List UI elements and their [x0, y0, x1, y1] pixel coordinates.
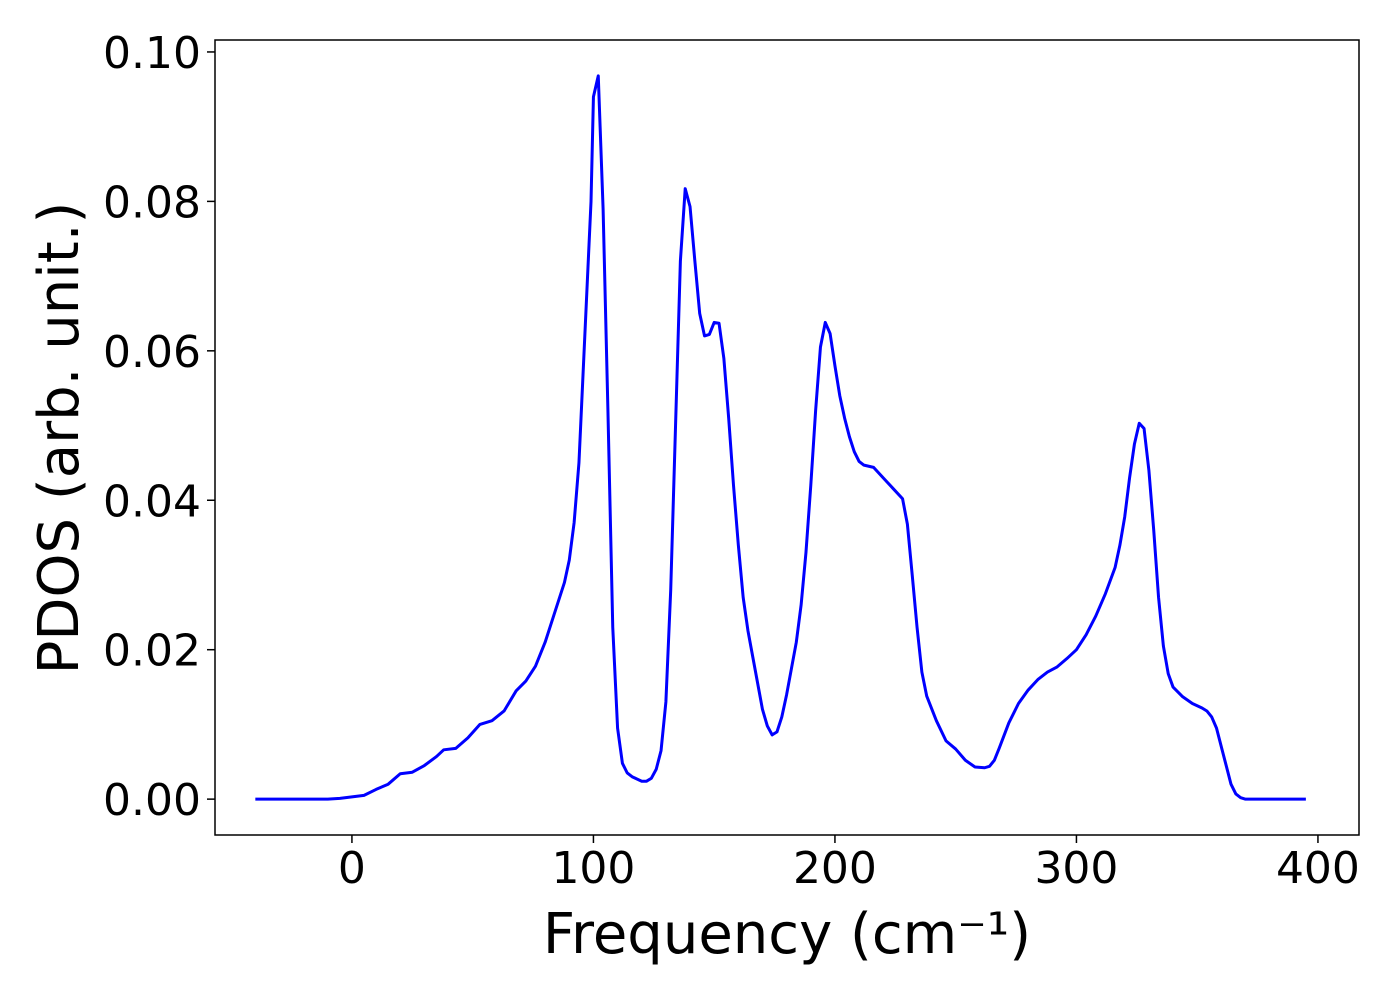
y-tick-label: 0.06 — [103, 327, 201, 378]
x-tick-label: 300 — [1034, 843, 1118, 894]
x-axis-label: Frequency (cm⁻¹) — [543, 902, 1031, 967]
x-tick-label: 100 — [551, 843, 635, 894]
y-tick-label: 0.00 — [103, 775, 201, 826]
y-tick-label: 0.08 — [103, 177, 201, 228]
y-tick-label: 0.02 — [103, 626, 201, 677]
y-tick-label: 0.04 — [103, 476, 201, 527]
x-tick-label: 0 — [338, 843, 366, 894]
line — [255, 74, 1306, 801]
plot-frame — [214, 39, 1360, 836]
x-tick-label: 400 — [1276, 843, 1360, 894]
y-tick-label: 0.10 — [103, 28, 201, 79]
y-axis-label: PDOS (arb. unit.) — [27, 202, 92, 675]
x-tick-label: 200 — [793, 843, 877, 894]
